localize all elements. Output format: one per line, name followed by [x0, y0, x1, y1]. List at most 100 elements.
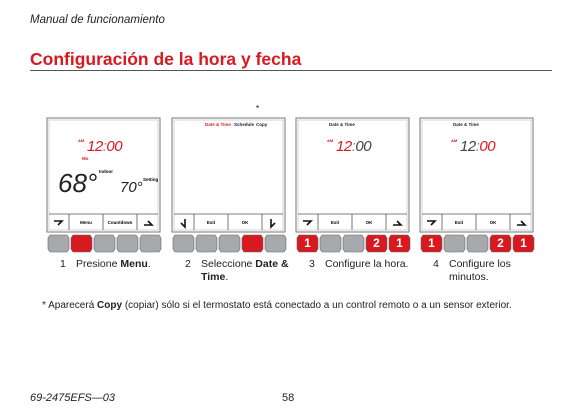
soft-key: Exit [207, 220, 216, 225]
bold-text: Menu [120, 258, 148, 270]
clock: 12:00 [87, 138, 123, 155]
text: . [225, 271, 229, 283]
indoor-temp: 68° [58, 168, 97, 198]
screen-frame [419, 117, 534, 233]
button [70, 234, 93, 253]
doc-code: 69-2475EFS—03 [30, 392, 115, 404]
text: * Aparecerá [42, 300, 98, 311]
step-caption: Seleccione Date & Time. [201, 258, 293, 284]
soft-key: OK [490, 220, 498, 225]
button [365, 234, 388, 253]
button [218, 234, 241, 253]
section-title: Configuración de la hora y fecha [30, 49, 302, 69]
button [241, 234, 264, 253]
menu-item: Copy [256, 122, 268, 127]
indoor-label: Indoor [99, 169, 113, 174]
button [47, 234, 70, 253]
screen-inner [173, 119, 284, 231]
step-number: 3 [309, 258, 315, 270]
button [342, 234, 365, 253]
set-label: Setting [143, 177, 159, 182]
button [319, 234, 342, 253]
button [139, 234, 162, 253]
clock-hour: 12 [460, 138, 477, 155]
button [466, 234, 489, 253]
text: Configure los minutos. [449, 258, 511, 283]
step-caption: Configure la hora. [325, 258, 417, 271]
screen-inner [48, 119, 159, 231]
screen-frame [295, 117, 410, 233]
menu-item: Date & Time [205, 122, 231, 127]
bold-text: Copy [97, 300, 123, 311]
soft-key: OK [242, 220, 250, 225]
button [93, 234, 116, 253]
screen-frame [46, 117, 161, 233]
running-header: Manual de funcionamiento [30, 14, 165, 26]
screen-frame [171, 117, 286, 233]
menu-item: Schedule [234, 122, 255, 127]
arrow-icon [517, 220, 527, 226]
text: Presione [76, 258, 121, 270]
thermostat: Date & Time AM 12:00 Exit OK [295, 117, 410, 233]
clock-min: 00 [106, 138, 123, 155]
page-number: 58 [282, 392, 295, 404]
button-label: 1 [520, 236, 527, 250]
set-temp: 70° [120, 179, 143, 196]
step-caption: Presione Menu. [76, 258, 168, 271]
arrow-icon [144, 220, 154, 226]
clock-min: 00 [355, 138, 372, 155]
clock: 12:00 [336, 138, 372, 155]
step-caption: Configure los minutos. [449, 258, 541, 284]
soft-key: Exit [331, 220, 340, 225]
footnote: * Aparecerá Copy (copiar) sólo si el ter… [42, 300, 512, 311]
menu-item: Date & Time [453, 122, 479, 127]
button-label: 1 [428, 236, 435, 250]
screen-inner [421, 119, 532, 231]
button [172, 234, 195, 253]
asterisk: * [256, 104, 259, 113]
soft-key: Exit [455, 220, 464, 225]
button [512, 234, 535, 253]
button [443, 234, 466, 253]
button [296, 234, 319, 253]
button-label: 2 [373, 236, 380, 250]
button-label: 2 [497, 236, 504, 250]
arrow-icon [427, 220, 437, 226]
step-number: 1 [60, 258, 66, 270]
button [388, 234, 411, 253]
screen-inner [297, 119, 408, 231]
day: Mo [82, 156, 89, 161]
button [264, 234, 287, 253]
thermostat: Date & Time AM 12:00 Exit OK [419, 117, 534, 233]
clock-sep: : [352, 138, 356, 155]
clock-hour: 12 [336, 138, 353, 155]
soft-key: OK [366, 220, 374, 225]
button [195, 234, 218, 253]
am-label: AM [451, 138, 458, 143]
step-number: 4 [433, 258, 439, 270]
arrow-icon [393, 220, 403, 226]
arrow-icon [303, 220, 313, 226]
button [489, 234, 512, 253]
soft-key: Countdown [108, 220, 133, 225]
text: . [147, 258, 151, 270]
button [420, 234, 443, 253]
menu-item: Date & Time [329, 122, 355, 127]
clock-sep: : [103, 138, 107, 155]
am-label: AM [78, 138, 85, 143]
arrow-icon [54, 220, 64, 226]
button-label: 1 [304, 236, 311, 250]
clock-sep: : [476, 138, 480, 155]
button-label: 1 [396, 236, 403, 250]
title-rule [30, 70, 552, 71]
text: Seleccione [201, 258, 256, 270]
am-label: AM [327, 138, 334, 143]
clock-hour: 12 [87, 138, 104, 155]
clock: 12:00 [460, 138, 496, 155]
thermostat: Date & Time Schedule Copy Exit OK [171, 117, 286, 233]
text: Configure la hora. [325, 258, 409, 270]
button [116, 234, 139, 253]
